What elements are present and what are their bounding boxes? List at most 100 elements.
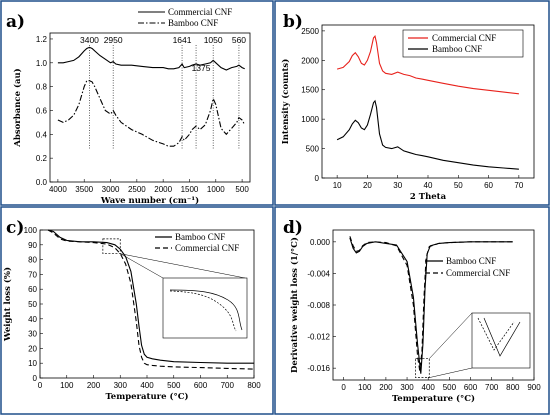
zoom-region: [102, 238, 121, 255]
x-tick-label: 30: [393, 181, 402, 190]
legend-label: Bamboo CNF: [446, 256, 496, 266]
y-tick-label: 80: [28, 256, 37, 265]
y-tick-label: 0: [33, 374, 38, 383]
x-tick-label: 70: [514, 181, 523, 190]
x-tick-label: 900: [527, 383, 541, 392]
y-tick-label: 100: [24, 226, 38, 235]
legend-label: Commercial CNF: [432, 33, 496, 43]
y-tick-label: 1000: [301, 115, 319, 124]
y-axis-title: Absorbance (au): [12, 68, 23, 147]
plot-tga: 0 100 200 300 400 500 600 700 800 0 10 20 30 40 50 60 70…: [2, 226, 261, 402]
panel-label-c: c): [6, 218, 24, 238]
inset-box: [162, 277, 248, 339]
peak-label: 1050: [204, 35, 223, 45]
y-tick-label: 500: [306, 145, 320, 154]
y-tick-label: 0.000: [310, 238, 331, 247]
y-tick-label: 2000: [301, 56, 319, 65]
inset-curve: [169, 290, 237, 332]
x-tick-label: 4000: [49, 185, 67, 194]
y-tick-label: 30: [28, 330, 37, 339]
y-tick-label: 0.2: [36, 154, 48, 163]
y-tick-label: 1.0: [36, 59, 48, 68]
panel-label-d: d): [283, 218, 303, 238]
y-tick-label: 1.2: [36, 35, 48, 44]
x-tick-label: 400: [422, 383, 436, 392]
zoom-connector: [120, 253, 164, 279]
x-axis-title: 2 Theta: [410, 192, 447, 202]
inset-curve: [169, 289, 243, 331]
x-axis-title: Temperature (°C): [392, 393, 475, 404]
series-line-bamboo-cnf: [336, 99, 519, 170]
x-tick-label: 2500: [128, 185, 146, 194]
zoom-region: [415, 358, 430, 378]
x-tick-label: 0: [341, 383, 346, 392]
x-tick-label: 1500: [181, 185, 199, 194]
x-tick-label: 0: [38, 381, 43, 390]
peak-label: 2950: [104, 35, 123, 45]
zoom-connector: [429, 312, 473, 359]
y-tick-label: -0.012: [307, 333, 330, 342]
y-tick-label: -0.004: [307, 269, 330, 278]
zoom-connector: [120, 253, 246, 279]
peak-label: 3400: [80, 35, 99, 45]
x-tick-label: 10: [333, 181, 342, 190]
y-axis-title: Intensity (counts): [280, 59, 291, 144]
y-axis-title: Weight loss (%): [2, 267, 13, 342]
x-tick-label: 50: [454, 181, 463, 190]
x-axis-title: Wave number (cm⁻¹): [100, 195, 199, 206]
y-tick-label: 1500: [301, 86, 319, 95]
x-tick-label: 200: [87, 381, 101, 390]
legend-label: Bamboo CNF: [432, 44, 482, 54]
y-tick-label: -0.008: [307, 301, 330, 310]
x-tick-label: 20: [363, 181, 372, 190]
x-tick-label: 600: [464, 383, 478, 392]
y-tick-label: 0.6: [36, 106, 48, 115]
y-tick-label: 0.4: [36, 130, 48, 139]
y-tick-label: 20: [28, 344, 37, 353]
legend-label: Commercial CNF: [175, 243, 239, 253]
x-tick-label: 3000: [102, 185, 120, 194]
legend-box: [402, 29, 524, 58]
x-tick-label: 100: [358, 383, 372, 392]
x-tick-label: 300: [114, 381, 128, 390]
series-line-commercial-cnf: [57, 46, 245, 71]
x-tick-label: 1000: [207, 185, 225, 194]
x-tick-label: 200: [379, 383, 393, 392]
x-tick-label: 400: [140, 381, 154, 390]
panel-b-frame: [274, 0, 550, 206]
zoom-connector: [429, 367, 473, 378]
x-tick-label: 500: [167, 381, 181, 390]
x-tick-label: 40: [424, 181, 433, 190]
x-tick-label: 700: [221, 381, 235, 390]
inset-box: [471, 312, 531, 369]
x-tick-label: 800: [247, 381, 261, 390]
y-tick-label: 0.0: [36, 178, 48, 187]
x-tick-label: 600: [194, 381, 208, 390]
y-tick-label: -0.016: [307, 364, 330, 373]
y-tick-label: 90: [28, 241, 37, 250]
panel-a-frame: [0, 0, 274, 206]
y-axis-title: Derivative weight loss (1/°C): [289, 237, 300, 373]
x-tick-label: 2000: [154, 185, 172, 194]
plot-dtg: 0 100 200 300 400 500 600 700 800 900 0.000 -0.004 -…: [289, 229, 541, 404]
panel-label-a: a): [6, 12, 25, 32]
y-tick-label: 60: [28, 285, 37, 294]
y-tick-label: 0.8: [36, 83, 48, 92]
panel-d-frame: [274, 206, 550, 415]
x-tick-label: 800: [506, 383, 520, 392]
y-tick-label: 50: [28, 300, 37, 309]
series-line-commercial-cnf: [349, 236, 513, 371]
panel-label-b: b): [283, 12, 303, 32]
plot-xrd: 10 20 30 40 50 60 70 0 500 1000 1500 2000 2500 2 Thet…: [280, 24, 535, 202]
peak-label: 560: [232, 35, 246, 45]
x-tick-label: 3500: [75, 185, 93, 194]
y-tick-label: 40: [28, 315, 37, 324]
y-tick-label: 2500: [301, 27, 319, 36]
legend-label: Bamboo CNF: [168, 18, 218, 28]
plot-ftir: 4000 3500 3000 2500 2000 1500 1000 500 0.0 0.2 0.4…: [12, 7, 251, 206]
inset-curve: [483, 317, 521, 357]
legend-label: Bamboo CNF: [175, 232, 225, 242]
panel-c-frame: [0, 206, 274, 415]
x-tick-label: 100: [60, 381, 74, 390]
